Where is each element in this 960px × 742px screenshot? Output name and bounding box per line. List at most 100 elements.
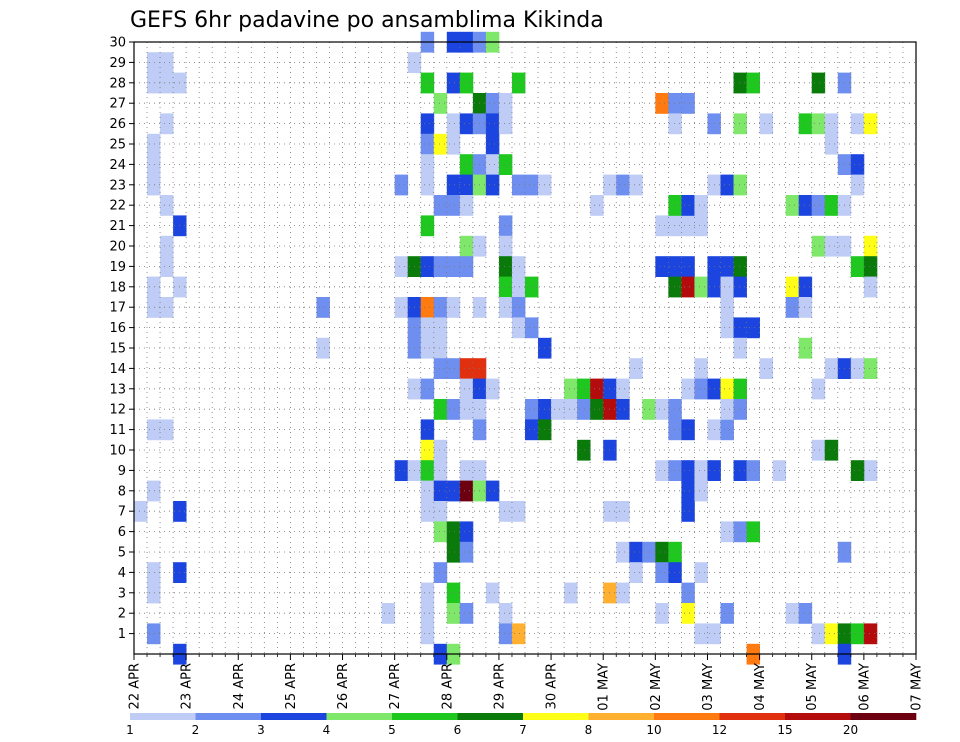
x-tick-label: 24 APR — [232, 663, 247, 709]
colorbar-swatch — [326, 713, 393, 720]
precip-cell — [420, 133, 435, 155]
precip-cell — [616, 399, 630, 420]
precip-cell — [733, 378, 747, 400]
precip-cell — [668, 195, 682, 216]
precip-cell — [160, 113, 174, 135]
precip-cell — [420, 297, 435, 318]
colorbar-label: 7 — [519, 723, 527, 737]
precip-cell — [811, 378, 826, 400]
precip-cell — [811, 235, 826, 257]
precip-cell — [433, 562, 448, 583]
precip-cell — [525, 317, 539, 339]
precip-cell — [316, 337, 330, 359]
precip-cell — [668, 562, 682, 583]
x-tick-label: 04 MAY — [753, 663, 768, 711]
precip-cell — [681, 480, 695, 502]
precip-cell — [420, 174, 435, 196]
precip-cell — [746, 72, 760, 94]
x-tick-label: 26 APR — [336, 663, 351, 709]
precip-cell — [498, 154, 513, 175]
precip-cell — [511, 276, 526, 298]
precip-cell — [824, 235, 839, 257]
precip-cell — [850, 154, 865, 175]
precip-cell — [681, 195, 695, 216]
precip-cell — [525, 276, 539, 298]
precip-cell — [433, 133, 448, 155]
precip-cell — [446, 195, 461, 216]
precip-cell — [733, 113, 747, 135]
precip-cell — [394, 256, 409, 277]
precip-cell — [459, 541, 474, 563]
precip-cell — [655, 215, 669, 237]
precip-cell — [668, 460, 682, 481]
precip-cell — [824, 439, 839, 461]
precip-cell — [733, 521, 747, 543]
precip-cell — [420, 72, 435, 94]
x-tick-label: 28 APR — [440, 663, 455, 709]
precip-cell — [616, 378, 630, 400]
precip-cell — [446, 541, 461, 563]
precip-cell — [863, 256, 878, 277]
precip-cell — [459, 399, 474, 420]
precip-cell — [420, 317, 435, 339]
precip-cell — [785, 276, 800, 298]
cell-layer — [134, 31, 878, 665]
colorbar-label: 6 — [454, 723, 462, 737]
y-tick-label: 3 — [118, 586, 126, 601]
precip-cell — [681, 276, 695, 298]
y-tick-label: 6 — [118, 525, 126, 540]
precip-cell — [720, 419, 734, 441]
precip-cell — [655, 460, 669, 481]
precip-cell — [459, 603, 474, 624]
precip-cell — [446, 256, 461, 277]
precip-cell — [681, 215, 695, 237]
precip-cell — [160, 72, 174, 94]
precip-cell — [798, 113, 813, 135]
precip-cell — [525, 419, 539, 441]
precip-cell — [668, 276, 682, 298]
colorbar-swatch — [457, 713, 524, 720]
precip-cell — [655, 562, 669, 583]
precip-cell — [147, 174, 161, 196]
precip-cell — [420, 378, 435, 400]
precip-cell — [720, 276, 734, 298]
y-tick-label: 18 — [109, 280, 126, 295]
precip-cell — [485, 378, 500, 400]
precip-cell — [616, 582, 630, 604]
precip-cell — [863, 460, 878, 481]
precip-cell — [394, 174, 409, 196]
y-tick-label: 9 — [118, 464, 126, 479]
colorbar-swatch — [130, 713, 196, 720]
precip-cell — [381, 603, 396, 624]
y-tick-label: 5 — [118, 546, 126, 561]
colorbar-label: 12 — [712, 723, 727, 737]
y-tick-label: 30 — [109, 36, 126, 51]
precip-cell — [824, 133, 839, 155]
precip-cell — [147, 154, 161, 175]
precip-cell — [850, 256, 865, 277]
precip-cell — [511, 501, 526, 522]
colorbar-label: 2 — [192, 723, 200, 737]
precip-cell — [394, 460, 409, 481]
precip-cell — [694, 195, 708, 216]
precip-cell — [459, 521, 474, 543]
precip-cell — [511, 72, 526, 94]
precip-cell — [564, 378, 578, 400]
precip-cell — [160, 419, 174, 441]
precip-cell — [746, 460, 760, 481]
precip-cell — [446, 480, 461, 502]
precip-cell — [811, 623, 826, 645]
y-tick-label: 10 — [109, 444, 126, 459]
precip-cell — [733, 337, 747, 359]
precip-cell — [811, 113, 826, 135]
precip-cell — [798, 276, 813, 298]
x-tick-label: 05 MAY — [805, 663, 820, 711]
precip-cell — [420, 460, 435, 481]
precip-cell — [824, 358, 839, 379]
y-tick-label: 20 — [109, 240, 126, 255]
precip-cell — [433, 460, 448, 481]
precip-cell — [655, 399, 669, 420]
precip-cell — [811, 195, 826, 216]
colorbar: 1 2 3 4 5 6 7 8 10 12 15 20 — [126, 713, 917, 737]
precip-cell — [681, 501, 695, 522]
